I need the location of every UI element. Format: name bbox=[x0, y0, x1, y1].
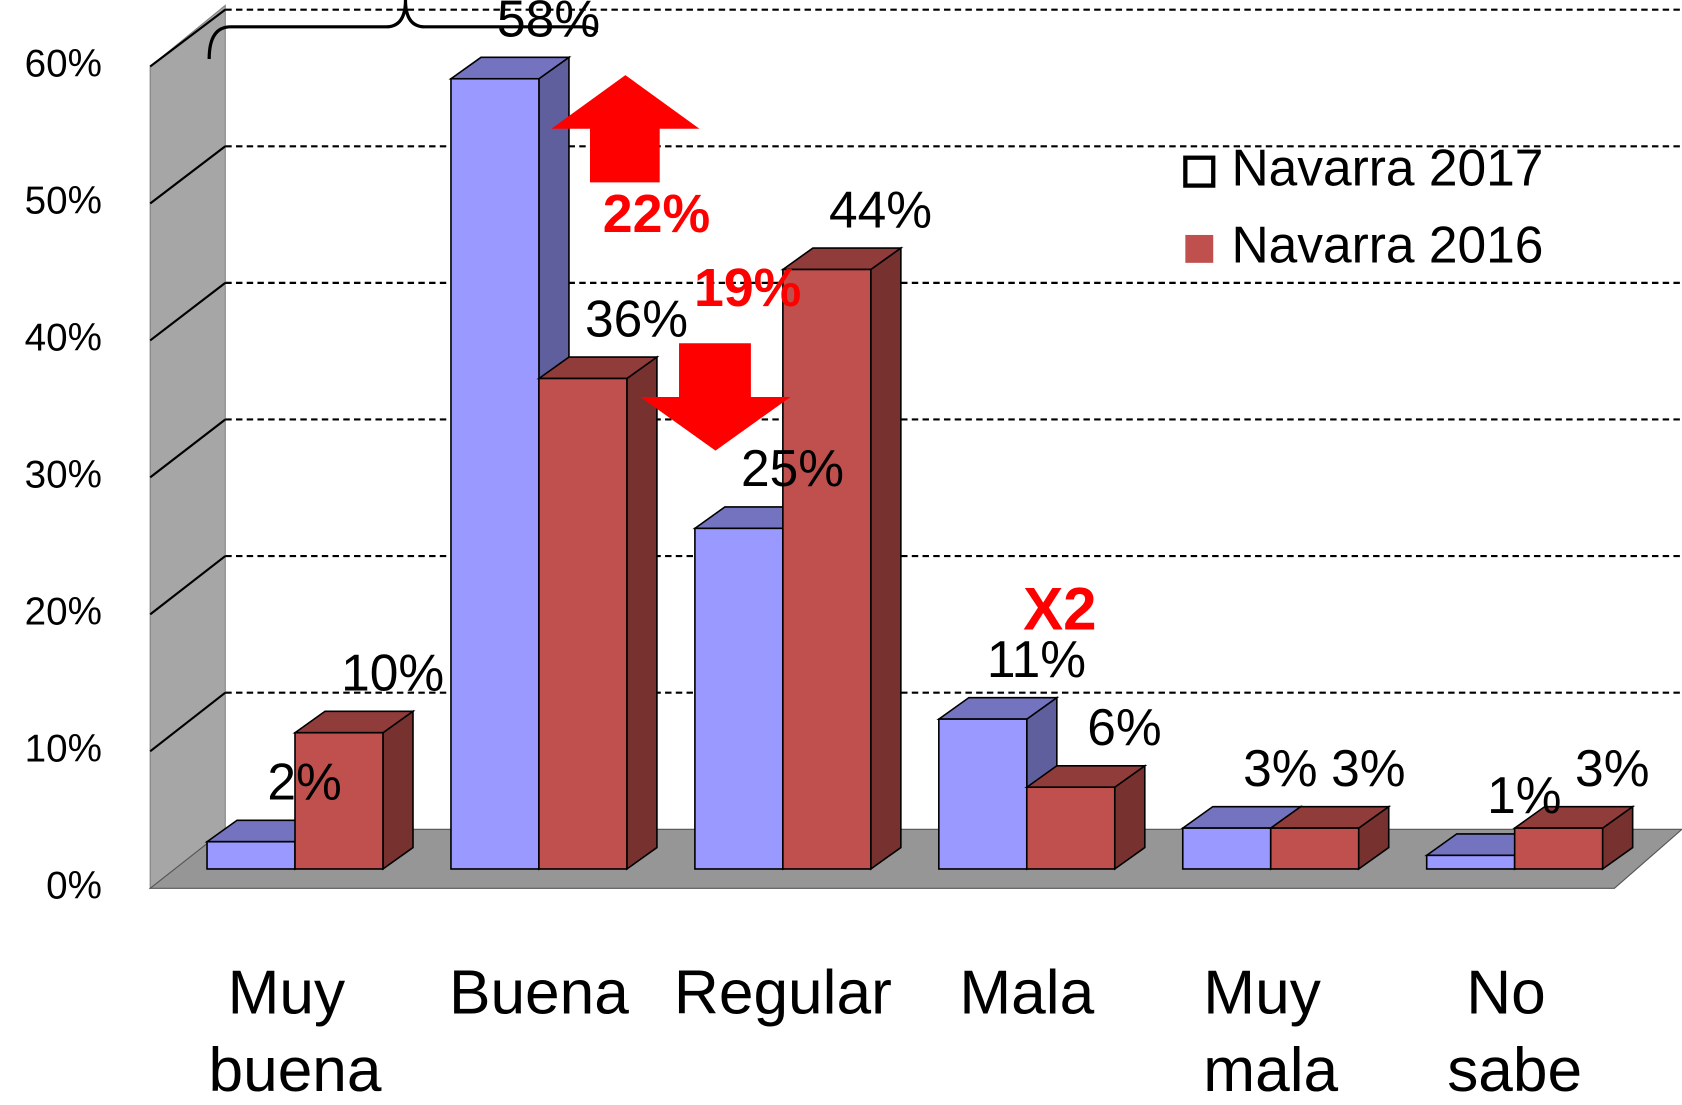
annotation: 19% bbox=[694, 258, 801, 318]
legend-swatch bbox=[1185, 234, 1214, 263]
bar-side bbox=[626, 355, 658, 871]
bar bbox=[450, 77, 540, 870]
bar-side bbox=[870, 246, 902, 871]
bar bbox=[782, 268, 872, 870]
data-label: 2% bbox=[267, 753, 341, 811]
y-tick-label: 50% bbox=[25, 180, 102, 223]
back-wall bbox=[225, 5, 1682, 830]
grid-line bbox=[149, 418, 226, 479]
bar bbox=[294, 731, 384, 870]
bars bbox=[204, 55, 1636, 871]
data-label: 10% bbox=[341, 644, 444, 702]
data-label: 44% bbox=[829, 180, 932, 238]
y-tick-label: 20% bbox=[25, 591, 102, 634]
x-tick-label: Buena bbox=[449, 959, 629, 1028]
legend-label: Navarra 2017 bbox=[1231, 138, 1543, 196]
x-tick-label: No sabe bbox=[1447, 959, 1582, 1105]
data-label: 3% bbox=[1243, 739, 1317, 797]
bar bbox=[538, 377, 628, 870]
data-label: 6% bbox=[1087, 698, 1161, 756]
y-tick-label: 30% bbox=[25, 454, 102, 497]
y-tick-label: 10% bbox=[25, 728, 102, 771]
y-tick-label: 0% bbox=[46, 864, 102, 907]
data-label: 3% bbox=[1331, 739, 1405, 797]
bar bbox=[1025, 786, 1116, 870]
grid-line bbox=[149, 145, 226, 205]
side-wall bbox=[149, 4, 226, 890]
y-tick-label: 40% bbox=[25, 317, 102, 360]
bar bbox=[206, 840, 296, 870]
grid bbox=[149, 8, 1682, 753]
data-label: 11% bbox=[987, 630, 1086, 688]
bar bbox=[938, 718, 1028, 870]
x-tick-label: Muy buena bbox=[208, 959, 381, 1105]
bar bbox=[1513, 827, 1604, 870]
annotation: X2 bbox=[1023, 576, 1096, 643]
legend-label: Navarra 2016 bbox=[1231, 216, 1543, 274]
data-label: 36% bbox=[585, 289, 688, 347]
y-tick-label: 60% bbox=[25, 43, 102, 86]
data-label: 58% bbox=[497, 0, 600, 48]
annotation: 22% bbox=[603, 184, 710, 244]
down-arrow bbox=[640, 343, 791, 451]
data-label: 25% bbox=[741, 439, 844, 497]
grid-line bbox=[149, 8, 226, 68]
bar bbox=[1425, 854, 1516, 870]
bar-side bbox=[382, 709, 414, 871]
brace bbox=[207, 0, 599, 60]
grid-line bbox=[149, 691, 226, 753]
x-tick-label: Mala bbox=[959, 959, 1094, 1028]
bar bbox=[1269, 827, 1360, 870]
data-label: 3% bbox=[1575, 739, 1649, 797]
x-tick-label: Regular bbox=[674, 959, 892, 1028]
x-tick-label: Muy mala bbox=[1203, 959, 1338, 1105]
data-label: 1% bbox=[1487, 766, 1561, 824]
grid-line bbox=[149, 282, 226, 342]
bar bbox=[694, 527, 784, 870]
grid-line bbox=[149, 555, 226, 616]
up-arrow bbox=[551, 75, 700, 183]
bar bbox=[1181, 827, 1272, 870]
legend-swatch bbox=[1183, 155, 1216, 188]
